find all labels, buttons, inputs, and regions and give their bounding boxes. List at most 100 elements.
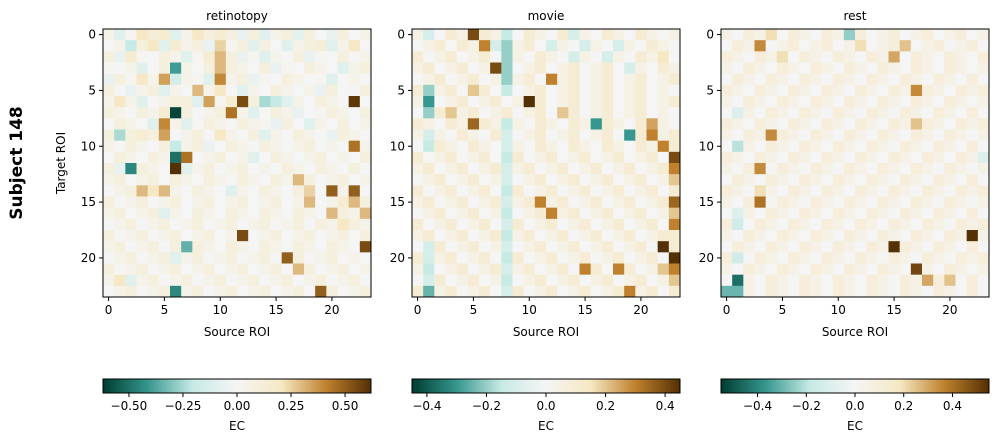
heatmap-cell xyxy=(944,96,956,108)
heatmap-cell xyxy=(259,129,271,142)
heatmap-cell xyxy=(590,163,603,175)
heatmap-cell xyxy=(337,285,350,298)
heatmap-cell xyxy=(270,118,283,130)
heatmap-cell xyxy=(933,84,945,97)
heatmap-cell xyxy=(590,51,603,63)
heatmap-cell xyxy=(966,118,979,130)
heatmap-cell xyxy=(832,140,845,153)
heatmap-cell xyxy=(237,29,249,41)
heatmap-cell xyxy=(624,73,636,86)
heatmap-cell xyxy=(479,151,491,164)
heatmap-cell xyxy=(810,252,822,264)
heatmap-cell xyxy=(490,140,502,153)
heatmap-cell xyxy=(799,151,811,164)
heatmap-cell xyxy=(977,230,990,242)
heatmap-cell xyxy=(855,263,867,276)
heatmap-cell xyxy=(304,285,316,298)
heatmap-cell xyxy=(624,118,636,130)
heatmap-cell xyxy=(866,285,878,298)
heatmap-cell xyxy=(337,207,350,220)
heatmap-cell xyxy=(315,252,327,264)
heatmap-cell xyxy=(624,174,636,186)
heatmap-cell xyxy=(910,51,923,63)
heatmap-cell xyxy=(899,263,912,276)
heatmap-cell xyxy=(103,174,115,186)
heatmap-cell xyxy=(304,151,316,164)
heatmap-cell xyxy=(170,241,182,253)
heatmap-cell xyxy=(534,285,547,298)
heatmap-cell xyxy=(810,174,822,186)
heatmap-cell xyxy=(624,40,636,52)
heatmap-cell xyxy=(479,84,491,97)
heatmap-cell xyxy=(181,285,193,298)
heatmap-cell xyxy=(601,73,614,86)
heatmap-cell xyxy=(281,129,294,142)
heatmap-cell xyxy=(579,51,592,63)
heatmap-cell xyxy=(832,196,845,209)
heatmap-cell xyxy=(955,29,968,41)
heatmap-cell xyxy=(855,241,867,253)
heatmap-cell xyxy=(966,151,979,164)
heatmap-cell xyxy=(147,196,160,209)
heatmap-cell xyxy=(855,185,867,197)
heatmap-cell xyxy=(579,163,592,175)
heatmap-cell xyxy=(467,140,480,153)
heatmap-cell xyxy=(445,263,458,276)
heatmap-cell xyxy=(843,140,856,153)
heatmap-cell xyxy=(788,274,800,287)
heatmap-cell xyxy=(479,263,491,276)
heatmap-cell xyxy=(136,51,149,63)
heatmap-cell xyxy=(955,274,968,287)
x-tick-label: 0 xyxy=(723,303,731,317)
heatmap-cell xyxy=(754,196,767,209)
heatmap-cell xyxy=(944,118,956,130)
heatmap-cell xyxy=(225,107,238,119)
heatmap-cell xyxy=(125,230,137,242)
heatmap-cell xyxy=(523,151,536,164)
heatmap-cell xyxy=(810,140,822,153)
heatmap-cell xyxy=(292,84,305,97)
heatmap-cell xyxy=(125,51,137,63)
heatmap-cell xyxy=(359,62,372,75)
heatmap-cell xyxy=(855,29,867,41)
heatmap-cell xyxy=(114,263,126,276)
heatmap-cell xyxy=(248,96,260,108)
heatmap-cell xyxy=(181,218,193,231)
heatmap-cell xyxy=(248,129,260,142)
heatmap-cell xyxy=(955,252,968,264)
heatmap-cell xyxy=(114,96,126,108)
heatmap-cell xyxy=(292,107,305,119)
heatmap-cell xyxy=(192,185,204,197)
heatmap-cell xyxy=(412,185,424,197)
heatmap-cell xyxy=(624,252,636,264)
heatmap-cell xyxy=(203,196,216,209)
heatmap-cell xyxy=(866,230,878,242)
heatmap-cell xyxy=(423,241,435,253)
heatmap-cell xyxy=(754,73,767,86)
heatmap-cell xyxy=(855,51,867,63)
heatmap-cell xyxy=(899,96,912,108)
heatmap-cell xyxy=(646,252,659,264)
heatmap-cell xyxy=(799,174,811,186)
heatmap-cell xyxy=(955,185,968,197)
heatmap-cell xyxy=(933,207,945,220)
heatmap-cell xyxy=(248,185,260,197)
heatmap-cell xyxy=(754,274,767,287)
heatmap-cell xyxy=(832,274,845,287)
heatmap-cell xyxy=(281,62,294,75)
x-tick-label: 20 xyxy=(324,303,339,317)
heatmap-cell xyxy=(955,174,968,186)
heatmap-cell xyxy=(590,84,603,97)
heatmap-cell xyxy=(821,174,834,186)
heatmap-cell xyxy=(337,40,350,52)
heatmap-cell xyxy=(490,40,502,52)
heatmap-cell xyxy=(456,40,469,52)
heatmap-cell xyxy=(445,84,458,97)
heatmap-cell xyxy=(225,185,238,197)
heatmap-cell xyxy=(315,185,327,197)
heatmap-cell xyxy=(203,118,216,130)
heatmap-cell xyxy=(933,73,945,86)
heatmap-cell xyxy=(270,151,283,164)
heatmap-cell xyxy=(214,252,227,264)
